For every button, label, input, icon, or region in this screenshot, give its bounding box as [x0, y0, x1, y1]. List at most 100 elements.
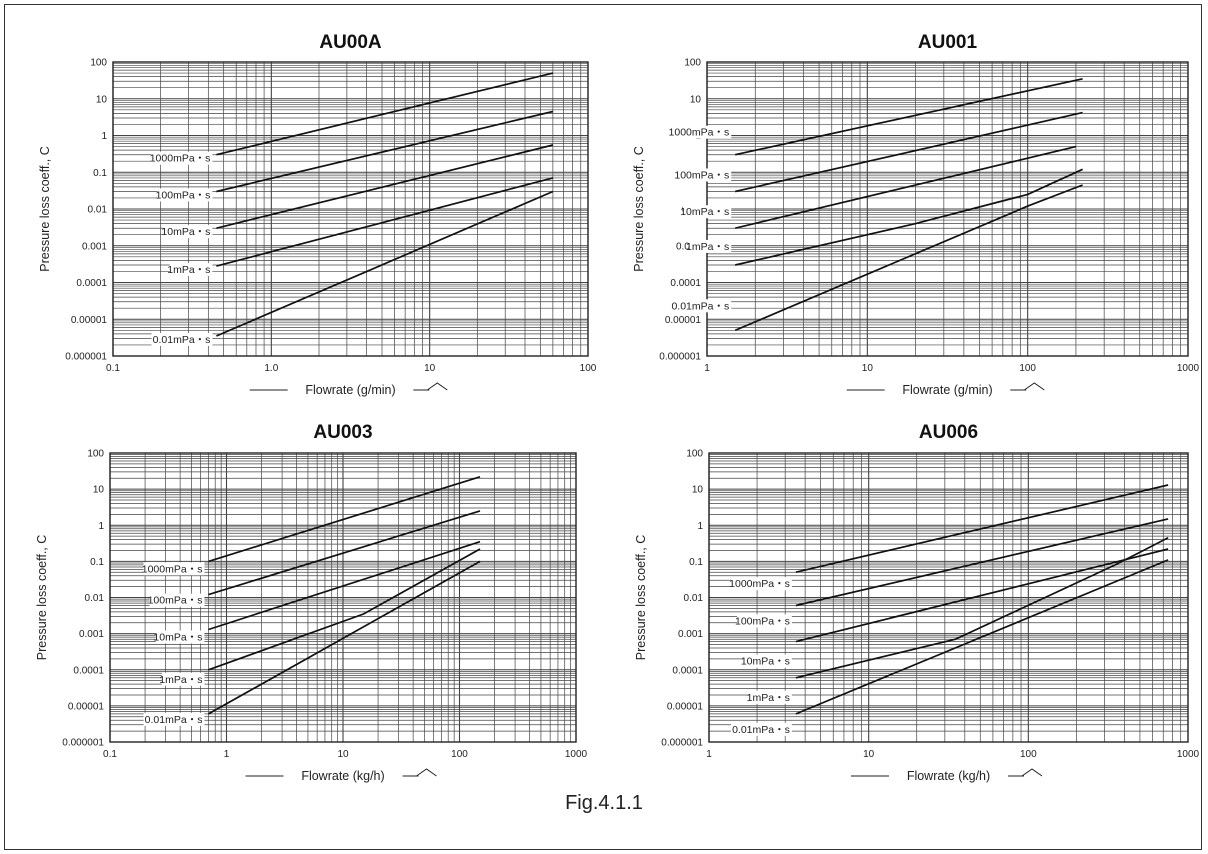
y-tick-label: 1 — [101, 131, 107, 142]
series-label: 1000mPa・s — [669, 127, 730, 139]
flow-direction-arrow-icon — [402, 768, 437, 777]
y-tick-label: 10 — [692, 485, 704, 496]
series-label-bg — [670, 299, 732, 313]
series-line — [795, 518, 1169, 607]
series-line — [735, 168, 1083, 266]
series-line — [208, 540, 481, 631]
series-label: 100mPa・s — [674, 169, 729, 181]
series-label: 100mPa・s — [156, 189, 211, 201]
series-label: 1000mPa・s — [729, 578, 790, 590]
y-tick-label: 0.00001 — [665, 315, 702, 326]
x-tick-label: 1000 — [1177, 749, 1200, 760]
x-tick-label: 10 — [424, 363, 436, 374]
y-tick-label: 1 — [98, 521, 104, 532]
series-line — [795, 559, 1169, 715]
series-label-bg — [737, 614, 792, 628]
series-label: 0.01mPa・s — [732, 724, 790, 736]
series-label: 10mPa・s — [741, 656, 790, 668]
series-label: 0.01mPa・s — [145, 714, 203, 726]
series-line — [216, 144, 554, 230]
series-label-bg — [155, 630, 205, 644]
series-line — [216, 110, 554, 193]
y-tick-label: 0.01 — [85, 593, 105, 604]
series-line — [216, 190, 554, 337]
chart-title: AU006 — [919, 422, 978, 443]
x-axis-label: Flowrate (kg/h) — [301, 769, 384, 783]
series-label: 100mPa・s — [735, 616, 790, 628]
y-tick-label: 10 — [96, 94, 108, 105]
y-tick-label: 0.00001 — [68, 701, 105, 712]
series-label-bg — [730, 577, 792, 591]
series-line — [795, 537, 1169, 679]
series-label-bg — [749, 690, 792, 704]
series-line — [208, 475, 481, 563]
series-line — [216, 72, 554, 156]
series-line — [208, 560, 481, 715]
plot-border — [708, 452, 1189, 743]
x-tick-label: 1000 — [1177, 363, 1200, 374]
series-label: 1000mPa・s — [142, 563, 203, 575]
series-label-bg — [670, 125, 732, 139]
y-tick-label: 100 — [90, 58, 107, 69]
y-tick-label: 0.00001 — [667, 701, 704, 712]
y-tick-label: 0.001 — [79, 629, 104, 640]
plot-border — [109, 452, 577, 743]
x-tick-label: 100 — [1020, 749, 1037, 760]
x-tick-label: 100 — [1019, 363, 1036, 374]
series-label: 10mPa・s — [680, 206, 729, 218]
series-label-bg — [743, 654, 792, 668]
x-tick-label: 1.0 — [264, 363, 278, 374]
series-label-bg — [682, 205, 732, 219]
y-axis-label: Pressure loss coeff., C — [632, 146, 646, 272]
series-label-bg — [143, 562, 205, 576]
y-tick-label: 0.00001 — [71, 315, 108, 326]
chart-title: AU001 — [918, 32, 978, 53]
series-label-bg — [143, 712, 205, 726]
y-tick-label: 0.000001 — [65, 352, 107, 363]
y-tick-label: 10 — [690, 94, 702, 105]
y-tick-label: 0.000001 — [659, 352, 701, 363]
y-tick-label: 0.01 — [684, 593, 704, 604]
y-tick-label: 100 — [686, 449, 703, 460]
series-line — [735, 145, 1077, 230]
series-label-bg — [157, 188, 213, 202]
series-label-bg — [149, 593, 205, 607]
plot-border — [112, 61, 589, 357]
series-line — [735, 111, 1083, 193]
flow-direction-arrow-icon — [1008, 768, 1043, 777]
y-tick-label: 0.1 — [90, 557, 104, 568]
series-label-bg — [688, 239, 732, 253]
series-line — [216, 177, 554, 267]
y-tick-label: 0.001 — [82, 241, 107, 252]
y-tick-label: 0.000001 — [661, 738, 703, 749]
y-tick-label: 1 — [697, 521, 703, 532]
x-axis-label: Flowrate (g/min) — [305, 383, 395, 397]
x-tick-label: 1 — [704, 363, 710, 374]
y-tick-label: 0.01 — [88, 205, 108, 216]
chart-au003: AU003 100 10 1 0.1 0.01 0.001 0.0001 0.00001 0.00… — [35, 422, 588, 783]
x-tick-label: 1 — [224, 749, 230, 760]
y-tick-label: 0.0001 — [672, 665, 703, 676]
series-label: 1mPa・s — [167, 264, 210, 276]
y-tick-label: 0.0001 — [73, 665, 104, 676]
x-tick-label: 10 — [862, 363, 874, 374]
y-tick-label: 0.0001 — [76, 278, 107, 289]
flow-direction-arrow-icon — [413, 382, 448, 391]
series-label-bg — [161, 672, 205, 686]
y-axis-label: Pressure loss coeff., C — [35, 535, 49, 661]
series-label-bg — [169, 263, 213, 277]
chart-title: AU003 — [313, 422, 372, 443]
chart-title: AU00A — [319, 32, 382, 53]
figure-frame — [4, 4, 1202, 850]
x-axis-label: Flowrate (kg/h) — [907, 769, 990, 783]
y-axis-label: Pressure loss coeff., C — [38, 146, 52, 272]
y-axis-label: Pressure loss coeff., C — [634, 535, 648, 661]
series-label: 1mPa・s — [159, 674, 202, 686]
series-label-bg — [163, 225, 213, 239]
series-label: 0.01mPa・s — [671, 300, 729, 312]
series-label-bg — [151, 333, 213, 347]
chart-au00a: AU00A 100 10 1 0.1 0.01 0.001 0.0001 0.00001 0.00… — [38, 32, 597, 397]
x-tick-label: 100 — [580, 363, 597, 374]
series-line — [795, 548, 1169, 643]
series-label: 100mPa・s — [148, 595, 203, 607]
